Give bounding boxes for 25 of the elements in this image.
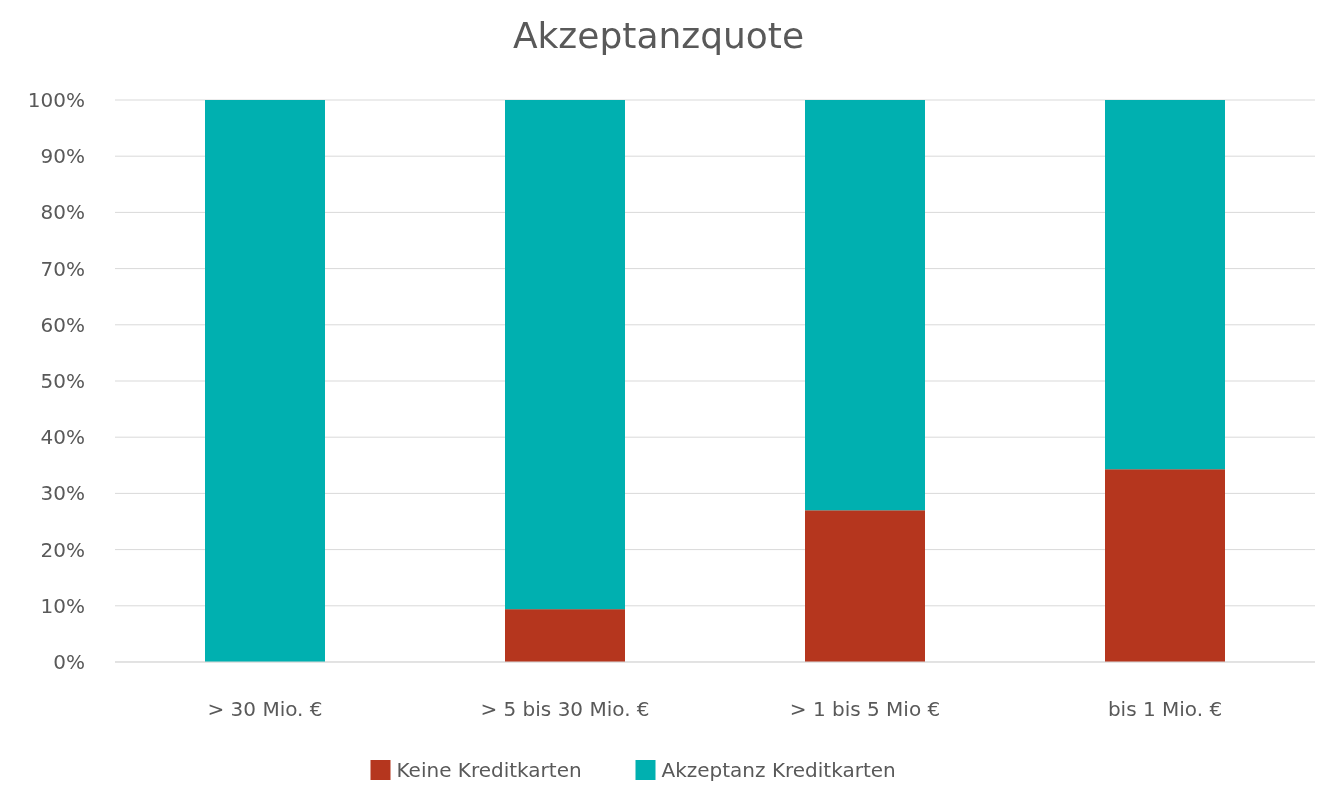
y-tick-label: 20% <box>40 537 85 562</box>
y-tick-label: 30% <box>40 481 85 506</box>
y-tick-label: 40% <box>40 425 85 450</box>
y-tick-label: 0% <box>53 650 85 674</box>
bar <box>505 100 625 610</box>
x-tick-label: > 1 bis 5 Mio € <box>789 697 941 721</box>
bar <box>205 100 325 662</box>
x-tick-label: bis 1 Mio. € <box>1107 697 1223 721</box>
y-tick-label: 10% <box>40 593 85 618</box>
bar <box>805 510 925 662</box>
bar <box>1105 100 1225 470</box>
x-tick-label: > 5 bis 30 Mio. € <box>480 697 650 721</box>
legend-label: Keine Kreditkarten <box>396 758 582 782</box>
y-tick-label: 80% <box>40 200 85 225</box>
y-tick-label: 50% <box>40 369 85 393</box>
y-tick-label: 70% <box>40 256 85 281</box>
bar <box>505 609 625 662</box>
bar <box>1105 469 1225 662</box>
bar <box>805 100 925 511</box>
x-tick-label: > 30 Mio. € <box>207 697 323 721</box>
y-tick-label: 60% <box>40 312 85 337</box>
y-tick-label: 90% <box>40 144 85 169</box>
chart-title: Akzeptanzquote <box>512 15 805 56</box>
y-tick-label: 100% <box>27 88 85 112</box>
legend-label: Akzeptanz Kreditkarten <box>661 758 896 782</box>
